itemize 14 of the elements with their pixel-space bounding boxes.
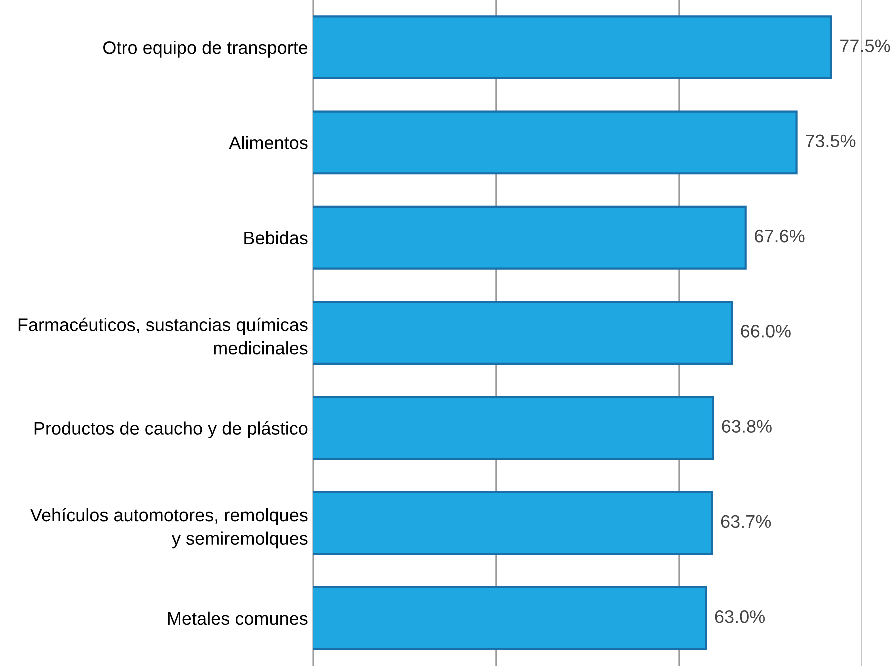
y-tick-label: Vehículos automotores, remolques y semiremolques xyxy=(30,508,308,549)
data-label: 77.5% xyxy=(840,40,890,52)
data-label: 67.6% xyxy=(755,230,805,243)
data-label: 73.5% xyxy=(806,134,856,148)
y-tick-label: Otro equipo de transporte xyxy=(104,41,308,58)
data-label: 63.8% xyxy=(722,420,772,433)
y-tick-label: Farmacéuticos, sustancias químicas medicinales xyxy=(18,318,308,355)
data-label: 63.7% xyxy=(721,515,772,528)
y-tick-label: Bebidas xyxy=(244,231,308,245)
y-tick-label: Productos de caucho y de plástico xyxy=(34,421,308,439)
data-label: 63.0% xyxy=(715,610,766,624)
y-tick-label: Metales comunes xyxy=(168,612,308,626)
y-tick-label: Alimentos xyxy=(229,136,308,150)
data-label: 66.0% xyxy=(741,325,791,338)
